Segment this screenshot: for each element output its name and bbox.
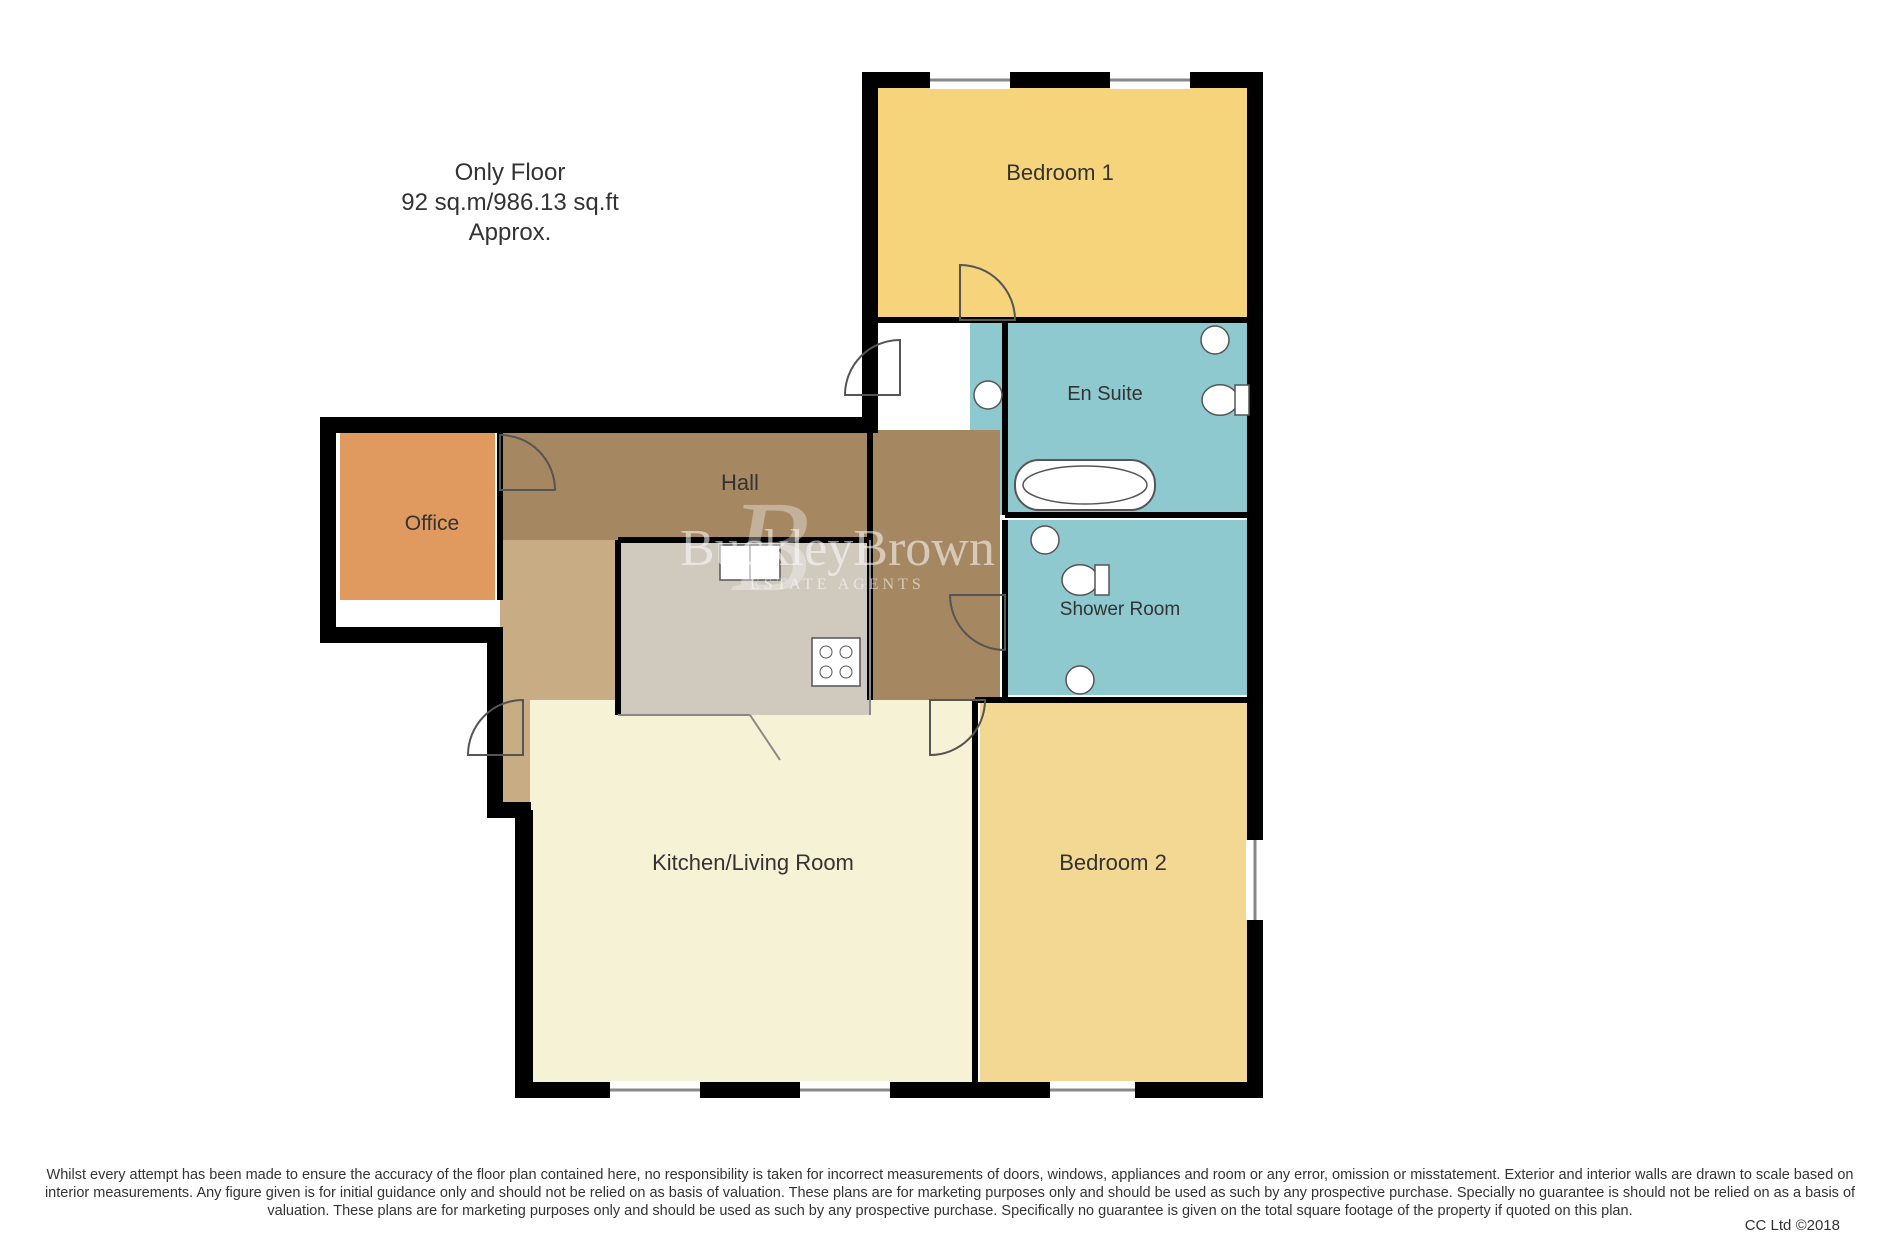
sink-4 [1066, 666, 1094, 694]
title-line-3: Approx. [469, 219, 552, 246]
watermark-sub: ESTATE AGENTS [750, 576, 925, 593]
label-bedroom2: Bedroom 2 [1059, 850, 1167, 875]
label-shower-room: Shower Room [1060, 599, 1180, 620]
watermark-main: BuckleyBrown [680, 520, 995, 577]
copyright-text: CC Ltd ©2018 [1745, 1217, 1840, 1234]
disclaimer-text: Whilst every attempt has been made to en… [40, 1166, 1860, 1220]
floorplan-svg: BBuckleyBrownESTATE AGENTSBedroom 1En Su… [0, 0, 1900, 1244]
room-kitchen-living [530, 700, 975, 1085]
label-bedroom1: Bedroom 1 [1006, 160, 1114, 185]
sink-3 [1031, 526, 1059, 554]
toilet-tank-2 [1095, 565, 1109, 595]
room-hall-left [500, 540, 618, 700]
sink-1 [1201, 326, 1229, 354]
hob [812, 638, 860, 686]
label-office: Office [405, 512, 459, 535]
sink-2 [974, 381, 1002, 409]
title-line-2: 92 sq.m/986.13 sq.ft [401, 189, 619, 216]
floorplan-stage: BBuckleyBrownESTATE AGENTSBedroom 1En Su… [0, 0, 1900, 1244]
bathtub [1015, 460, 1155, 510]
toilet-1 [1202, 385, 1238, 416]
room-bedroom1 [875, 85, 1247, 320]
toilet-tank-1 [1235, 385, 1249, 415]
room-bedroom2 [980, 700, 1247, 1085]
title-line-1: Only Floor [455, 159, 566, 186]
toilet-2 [1062, 565, 1098, 596]
label-ensuite: En Suite [1067, 383, 1143, 405]
label-kitchen-living: Kitchen/Living Room [652, 850, 854, 875]
label-hall-main: Hall [721, 470, 759, 495]
